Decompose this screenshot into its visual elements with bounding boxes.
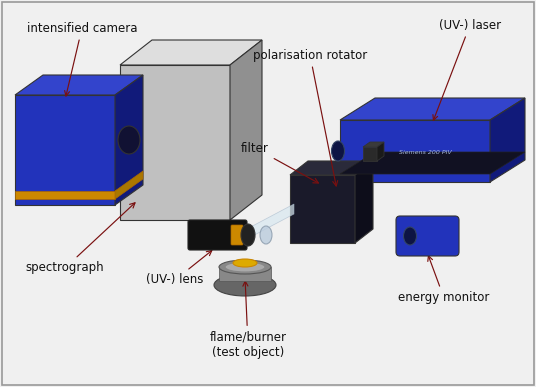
Ellipse shape [233, 259, 257, 267]
FancyBboxPatch shape [396, 216, 459, 256]
FancyBboxPatch shape [231, 225, 243, 245]
Polygon shape [290, 175, 355, 243]
Ellipse shape [260, 226, 272, 244]
Text: energy monitor: energy monitor [398, 256, 490, 305]
Polygon shape [115, 75, 143, 205]
Polygon shape [377, 142, 384, 161]
Polygon shape [15, 75, 143, 95]
Ellipse shape [241, 224, 255, 246]
Polygon shape [363, 147, 377, 161]
Ellipse shape [214, 274, 276, 296]
Ellipse shape [225, 262, 265, 272]
Ellipse shape [404, 227, 416, 245]
Polygon shape [490, 98, 525, 182]
Text: (UV-) lens: (UV-) lens [146, 250, 212, 286]
Polygon shape [290, 161, 373, 175]
Ellipse shape [219, 260, 271, 274]
Polygon shape [15, 95, 115, 205]
Text: intensified camera: intensified camera [27, 22, 137, 96]
Ellipse shape [331, 141, 345, 161]
Polygon shape [120, 65, 230, 220]
Polygon shape [120, 40, 262, 65]
Polygon shape [219, 267, 271, 281]
Polygon shape [15, 191, 115, 199]
Polygon shape [363, 142, 384, 147]
Polygon shape [355, 161, 373, 243]
Ellipse shape [118, 126, 140, 154]
Polygon shape [340, 98, 525, 120]
Text: filter: filter [241, 142, 318, 183]
Polygon shape [245, 204, 294, 240]
Polygon shape [340, 152, 525, 174]
Text: Siemens 200 PIV: Siemens 200 PIV [399, 151, 451, 156]
Polygon shape [230, 40, 262, 220]
Text: (UV-) laser: (UV-) laser [433, 19, 501, 120]
Polygon shape [115, 171, 143, 199]
Text: flame/burner
(test object): flame/burner (test object) [210, 281, 287, 359]
Text: spectrograph: spectrograph [26, 203, 135, 274]
FancyBboxPatch shape [188, 220, 247, 250]
Polygon shape [340, 120, 490, 182]
Text: polarisation rotator: polarisation rotator [253, 48, 367, 186]
